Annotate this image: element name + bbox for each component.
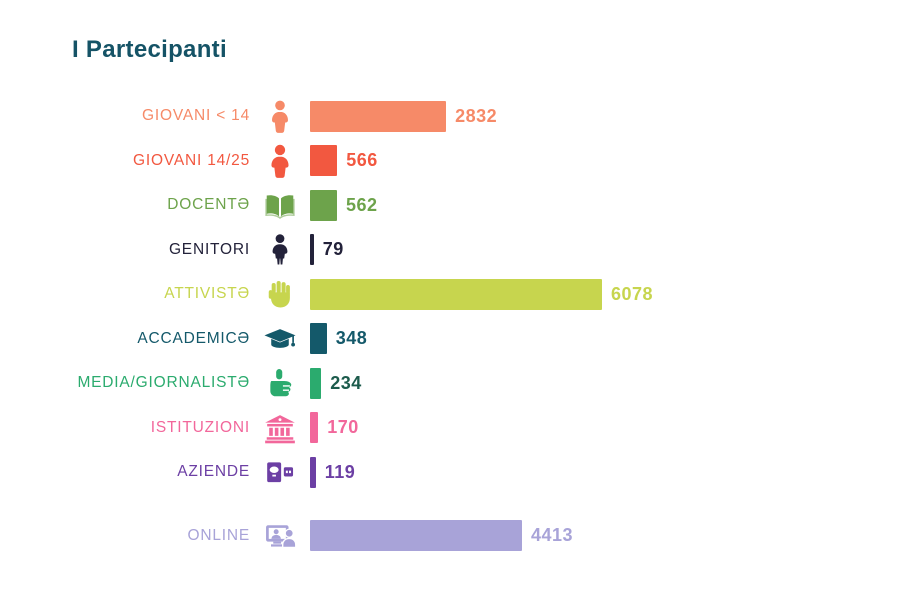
bar [310, 145, 338, 177]
bar [310, 100, 447, 132]
category-label: ISTITUZIONI [150, 418, 250, 436]
value-label: 170 [327, 417, 359, 438]
bar-area: 234 [310, 361, 362, 406]
category-label: GIOVANI < 14 [142, 107, 250, 125]
value-label: 79 [322, 239, 344, 260]
value-label: 4413 [531, 525, 574, 546]
graduation-cap-icon [250, 321, 310, 357]
bar-area: 4413 [310, 514, 573, 559]
bar [310, 412, 319, 444]
presentation-icon [250, 454, 310, 490]
open-book-icon [250, 187, 310, 223]
category-label: GIOVANI 14/25 [133, 151, 250, 169]
chart-row: ACCADEMICƏ 348 [0, 317, 915, 362]
value-label: 562 [346, 194, 378, 215]
bar-area: 562 [310, 183, 378, 228]
video-call-icon [250, 518, 310, 554]
bar [310, 520, 522, 552]
category-label: DOCENTƏ [167, 196, 250, 214]
value-label: 119 [324, 461, 356, 482]
bar-area: 566 [310, 139, 378, 184]
bank-icon [250, 410, 310, 446]
chart-title: I Partecipanti [72, 36, 227, 63]
category-label: AZIENDE [177, 463, 250, 481]
chart-row: DOCENTƏ 562 [0, 183, 915, 228]
value-label: 6078 [611, 283, 654, 304]
value-label: 348 [335, 328, 368, 349]
bar-area: 119 [310, 450, 355, 495]
child-icon [250, 98, 310, 134]
bar [310, 367, 322, 399]
bar [310, 456, 316, 488]
value-label: 2832 [455, 105, 498, 126]
category-label: GENITORI [168, 240, 250, 258]
value-label: 566 [346, 150, 378, 171]
chart-row: AZIENDE 119 [0, 450, 915, 495]
bar-area: 79 [310, 228, 344, 273]
microphone-hand-icon [250, 365, 310, 401]
bar-area: 170 [310, 406, 359, 451]
parent-icon [250, 232, 310, 268]
bar-area: 2832 [310, 94, 497, 139]
bar [310, 189, 337, 221]
category-label: ONLINE [187, 526, 250, 544]
chart-row: GIOVANI 14/25 566 [0, 139, 915, 184]
teen-icon [250, 143, 310, 179]
bar-area: 6078 [310, 272, 653, 317]
chart-row: GIOVANI < 14 2832 [0, 94, 915, 139]
bar [310, 323, 327, 355]
chart-row: GENITORI 79 [0, 228, 915, 273]
raised-fist-icon [250, 276, 310, 312]
bar-area: 348 [310, 317, 367, 362]
chart-row: ATTIVISTƏ 6078 [0, 272, 915, 317]
category-label: MEDIA/GIORNALISTƏ [77, 374, 250, 392]
category-label: ATTIVISTƏ [164, 285, 250, 303]
chart-row: ONLINE 4413 [0, 514, 915, 559]
chart-row: ISTITUZIONI 170 [0, 406, 915, 451]
bar [310, 234, 314, 266]
value-label: 234 [330, 372, 362, 393]
bar-chart: GIOVANI < 14 2832 GIOVANI 14/25 566 DOCE… [0, 94, 915, 558]
category-label: ACCADEMICƏ [137, 329, 250, 347]
bar [310, 278, 602, 310]
chart-row: MEDIA/GIORNALISTƏ 234 [0, 361, 915, 406]
